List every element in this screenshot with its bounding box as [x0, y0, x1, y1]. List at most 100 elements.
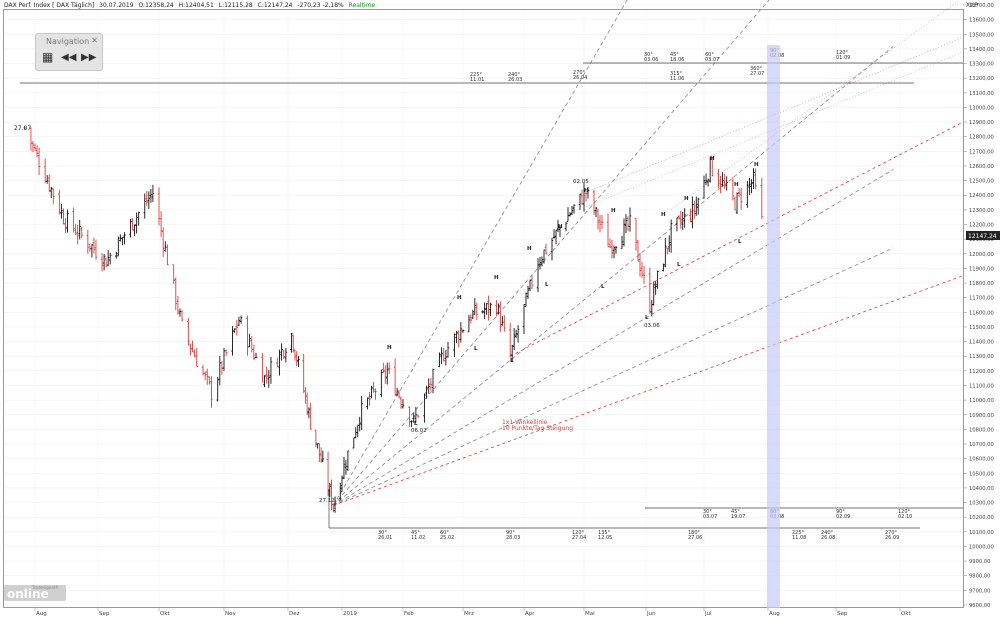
ohlc-bar [64, 218, 67, 233]
y-tick-label: 11600,00 [969, 310, 994, 316]
ohlc-bar [326, 451, 330, 496]
angle-date: 01.09 [836, 55, 850, 61]
y-tick-label: 9700,00 [969, 588, 990, 594]
ohlc-bar [596, 208, 600, 230]
forward-icon[interactable]: ▶▶ [81, 52, 97, 63]
x-tick-label: Jun [646, 611, 656, 617]
high-mark: H [754, 162, 759, 168]
ohlc-bar [282, 349, 286, 360]
grid-icon[interactable]: ▦ [42, 50, 54, 64]
ohlc-bar [550, 237, 554, 261]
ohlc-bar [410, 420, 413, 427]
ohlc-bar [524, 292, 528, 307]
back-icon[interactable]: ◀◀ [61, 52, 77, 63]
ohlc-bar [598, 215, 602, 233]
ohlc-bar [176, 296, 180, 315]
ohlc-bar [106, 250, 110, 267]
angle-label: 30° [644, 52, 653, 58]
header-title: DAX Perf. Index [ DAX Täglich] [4, 2, 95, 9]
header-low: L:12115,28 [218, 2, 253, 9]
realtime-badge: Realtime [348, 2, 376, 9]
ohlc-bar [489, 302, 492, 317]
ohlc-bar [35, 145, 39, 158]
ohlc-bar [568, 212, 572, 217]
chart-header: DAX Perf. Index [ DAX Täglich] 30.07.201… [4, 2, 378, 9]
ohlc-bar [380, 369, 383, 398]
x-tick-label: Sep [837, 611, 848, 617]
y-tick-label: 12900,00 [969, 120, 994, 126]
ohlc-bar [665, 247, 669, 255]
ohlc-bar [461, 329, 465, 333]
ohlc-bar [205, 368, 209, 385]
low-mark: L [510, 358, 514, 364]
y-tick-label: 13300,00 [969, 62, 994, 68]
ohlc-bar [231, 326, 234, 356]
ohlc-bar [624, 214, 628, 234]
x-tick-label: Okt [160, 611, 171, 617]
ohlc-bar [302, 353, 305, 394]
ohlc-bar [578, 193, 582, 210]
y-tick-label: 10100,00 [969, 530, 994, 536]
ohlc-bar [23, 126, 27, 131]
y-tick-label: 10700,00 [969, 442, 994, 448]
ohlc-bar [330, 479, 333, 511]
ohlc-bar [675, 217, 679, 232]
ohlc-bar [333, 496, 337, 513]
ohlc-bar [467, 314, 471, 333]
ohlc-bar [754, 168, 757, 190]
logo-word: online [7, 587, 49, 601]
high-mark: H [584, 188, 589, 194]
channel-line [670, 0, 961, 211]
ohlc-bar [133, 224, 136, 237]
y-tick-label: 12700,00 [969, 149, 994, 155]
ohlc-bar [638, 252, 642, 277]
ohlc-bar [556, 219, 560, 233]
ohlc-bar [100, 253, 104, 272]
ohlc-bar [119, 234, 122, 242]
ohlc-bar [702, 175, 706, 199]
grid [4, 4, 963, 607]
angle-label: 360° [750, 66, 763, 72]
angle-label: 30° [378, 530, 387, 536]
ohlc-bar [514, 329, 518, 339]
ohlc-bar [47, 174, 51, 193]
close-icon[interactable]: ✕ [91, 36, 98, 45]
ohlc-bar [145, 190, 149, 206]
ohlc-bar [387, 362, 391, 375]
ohlc-bar [338, 482, 342, 501]
y-tick-label: 9600,00 [969, 603, 990, 609]
low-mark: L [645, 315, 649, 321]
ohlc-bar [416, 414, 420, 418]
y-tick-label: 11400,00 [969, 340, 994, 346]
ohlc-bar [66, 209, 69, 233]
low-mark: L [545, 282, 549, 288]
ohlc-bar [442, 347, 446, 362]
angle-label: 270° [885, 530, 898, 536]
gann-line [333, 247, 894, 506]
angle-date: 26.04 [573, 75, 587, 81]
ohlc-bar [677, 215, 681, 220]
angle-label: 315° [670, 71, 683, 77]
ohlc-bar [723, 173, 726, 189]
x-tick-label: Sep [99, 611, 110, 617]
ohlc-bar [131, 218, 134, 231]
trend-line [510, 121, 964, 357]
ohlc-bar [669, 219, 673, 253]
ohlc-bar [143, 193, 147, 219]
y-tick-label: 9800,00 [969, 574, 990, 580]
ohlc-bar [261, 353, 264, 383]
ohlc-bar [370, 385, 373, 399]
y-tick-label: 12000,00 [969, 252, 994, 258]
ohlc-bar [412, 412, 416, 423]
ohlc-bar [346, 450, 350, 472]
high-mark: H [611, 208, 616, 214]
ohlc-bar [706, 178, 710, 187]
angle-label: 45° [670, 52, 679, 58]
ohlc-bar [606, 213, 610, 248]
ohlc-bar [423, 393, 426, 423]
angle-date: 26.09 [885, 535, 899, 541]
navigation-panel[interactable]: Navigation ✕ ▦ ◀◀ ▶▶ [35, 33, 103, 71]
ohlc-bar [580, 189, 584, 205]
ohlc-bar [74, 223, 77, 236]
